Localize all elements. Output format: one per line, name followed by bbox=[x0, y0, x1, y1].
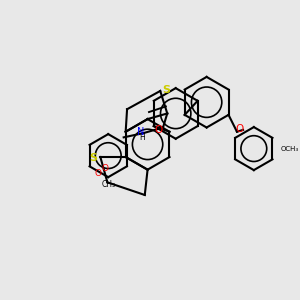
Text: O: O bbox=[236, 124, 244, 134]
Text: OCH₃: OCH₃ bbox=[281, 146, 299, 152]
Text: O: O bbox=[155, 125, 163, 135]
Text: S: S bbox=[162, 85, 170, 94]
Text: H: H bbox=[139, 133, 145, 142]
Text: O: O bbox=[101, 164, 108, 173]
Text: S: S bbox=[89, 153, 97, 164]
Text: CH₃: CH₃ bbox=[101, 180, 115, 189]
Text: O: O bbox=[94, 169, 101, 178]
Text: N: N bbox=[137, 127, 144, 137]
